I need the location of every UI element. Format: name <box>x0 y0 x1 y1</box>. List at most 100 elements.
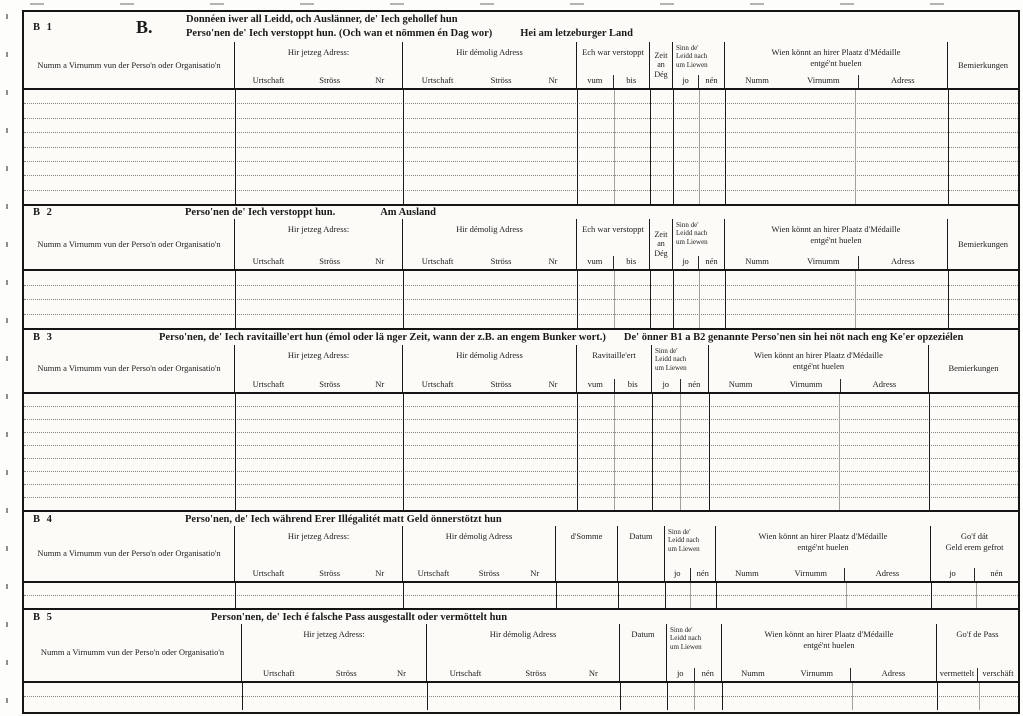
table-row[interactable] <box>24 162 1018 177</box>
table-row[interactable] <box>24 286 1018 300</box>
b5-col-name: Numm a Virnumm vun der Perso'n oder Orga… <box>24 624 242 681</box>
virnumm-label: Virnumm <box>800 668 834 678</box>
b4-col-current-address: Hir jetzeg Adress: Urtschaft Ströss Nr <box>235 526 403 581</box>
table-row[interactable] <box>24 459 1018 472</box>
b3-col-remarks: Bemierkungen <box>948 363 999 374</box>
section-b1-title-line2: Perso'nen de' Iech verstoppt hun. (Och w… <box>186 28 493 39</box>
nr-label: Nr <box>548 379 558 389</box>
b1-col-current-address: Hir jetzeg Adress: Urtschaft Ströss Nr <box>235 42 403 88</box>
b5-col-date: Datum <box>620 624 667 681</box>
b5-header-row: Numm a Virnumm vun der Perso'n oder Orga… <box>24 624 1018 683</box>
b1-col-medal: Wien könnt an hirer Plaatz d'Médaille ent… <box>725 42 948 88</box>
b2-col-current-address: Hir jetzeg Adress: Urtschaft Ströss Nr <box>235 219 403 269</box>
jo-label: jo <box>949 568 956 578</box>
table-row[interactable] <box>24 90 1018 105</box>
table-row[interactable] <box>24 300 1018 315</box>
vum-label: vum <box>587 379 603 389</box>
urtschaft-label: Urtschaft <box>449 668 482 678</box>
section-b3-title: Perso'nen, de' Iech ravitaille'ert hun (… <box>159 332 606 343</box>
urtschaft-label: Urtschaft <box>262 668 295 678</box>
b4-col-amount: d'Somme <box>556 526 618 581</box>
jo-label: jo <box>676 668 684 678</box>
numm-label: Numm <box>745 75 769 85</box>
adress-label: Adress <box>857 256 947 269</box>
numm-label: Numm <box>741 668 765 678</box>
table-row[interactable] <box>24 472 1018 485</box>
section-b2-id: B 2 <box>33 207 54 218</box>
virnumm-label: Virnumm <box>794 568 828 578</box>
urtschaft-label: Urtschaft <box>252 256 285 266</box>
b5-col-current-address: Hir jetzeg Adress: Urtschaft Ströss Nr <box>242 624 427 681</box>
virnumm-label: Virnumm <box>789 379 823 389</box>
table-row[interactable] <box>24 697 1018 710</box>
table-row[interactable] <box>24 148 1018 162</box>
nr-label: Nr <box>375 75 385 85</box>
b5-col-medal: Wien könnt an hirer Plaatz d'Médaille ent… <box>722 624 937 681</box>
b3-header-row: Numm a Virnumm vun der Perso'n oder Orga… <box>24 345 1018 394</box>
b2-col-remarks: Bemierkungen <box>957 238 1009 249</box>
nen-label: nén <box>693 668 722 681</box>
table-row[interactable] <box>24 485 1018 498</box>
b4-header-row: Numm a Virnumm vun der Perso'n oder Orga… <box>24 526 1018 583</box>
section-b5-id: B 5 <box>33 611 54 623</box>
nen-label: nén <box>698 75 724 88</box>
table-row[interactable] <box>24 104 1018 119</box>
table-row[interactable] <box>24 498 1018 510</box>
b2-col-hidden-period: Ech war verstoppt vum bis <box>577 219 650 269</box>
bis-label: bis <box>613 379 652 392</box>
jo-label: jo <box>682 256 689 266</box>
table-row[interactable] <box>24 176 1018 191</box>
nr-label: Nr <box>375 256 385 266</box>
table-row[interactable] <box>24 191 1018 204</box>
jo-label: jo <box>673 568 681 578</box>
table-row[interactable] <box>24 596 1018 608</box>
urtschaft-label: Urtschaft <box>421 75 454 85</box>
table-row[interactable] <box>24 407 1018 420</box>
b1-data-grid[interactable] <box>24 90 1018 204</box>
b3-data-grid[interactable] <box>24 394 1018 510</box>
adress-label: Adress <box>857 75 947 88</box>
stross-label: Ströss <box>490 75 512 85</box>
table-row[interactable] <box>24 315 1018 329</box>
table-row[interactable] <box>24 683 1018 697</box>
urtschaft-label: Urtschaft <box>252 568 285 578</box>
table-row[interactable] <box>24 133 1018 148</box>
table-row[interactable] <box>24 446 1018 459</box>
section-b1-title-row: B 1 B. Donnéen iwer all Leidd, och Auslä… <box>24 12 1018 42</box>
b2-data-grid[interactable] <box>24 271 1018 328</box>
adress-label: Adress <box>849 668 936 681</box>
nr-label: Nr <box>375 379 385 389</box>
table-row[interactable] <box>24 119 1018 134</box>
bis-label: bis <box>612 75 650 88</box>
section-b3-id: B 3 <box>33 332 54 343</box>
stross-label: Ströss <box>319 568 341 578</box>
stross-label: Ströss <box>525 668 547 678</box>
b3-col-former-address: Hir démolig Adress Urtschaft Ströss Nr <box>403 345 577 392</box>
b1-header-row: Numm a Virnumm vun der Perso'n oder Orga… <box>24 42 1018 90</box>
verschaft-label: verschäft <box>977 668 1018 681</box>
table-row[interactable] <box>24 394 1018 407</box>
section-b-letter: B. <box>136 16 153 37</box>
adress-label: Adress <box>839 379 928 392</box>
table-row[interactable] <box>24 583 1018 596</box>
section-b4-title-row: B 4 Perso'nen, de' Iech während Erer Ill… <box>24 510 1018 526</box>
section-b5-title: Person'nen, de' Iech é falsche Pass ausg… <box>211 611 508 623</box>
urtschaft-label: Urtschaft <box>417 568 450 578</box>
stross-label: Ströss <box>490 379 512 389</box>
b2-col-name: Numm a Virnumm vun der Perso'n oder Orga… <box>24 219 235 269</box>
section-b5-title-row: B 5 Person'nen, de' Iech é falsche Pass … <box>24 608 1018 624</box>
b1-col-days: Zeit an Dég <box>650 42 673 88</box>
b4-col-money-back: Go'f dát Geld erem gefrot jo nén <box>931 526 1018 581</box>
stross-label: Ströss <box>478 568 500 578</box>
section-b2-title-row: B 2 Perso'nen de' Iech verstoppt hun. Am… <box>24 204 1018 219</box>
b4-data-grid[interactable] <box>24 583 1018 608</box>
b2-col-days: Zeit an Dég <box>650 219 673 269</box>
b5-data-grid[interactable] <box>24 683 1018 710</box>
table-row[interactable] <box>24 271 1018 286</box>
section-b1-title-line1: Donnéen iwer all Leidd, och Auslänner, d… <box>186 14 458 26</box>
table-row[interactable] <box>24 420 1018 433</box>
b2-col-former-address: Hir démolig Adress Urtschaft Ströss Nr <box>403 219 577 269</box>
table-row[interactable] <box>24 433 1018 446</box>
b2-col-alive: Sinn de' Leidd nach um Liewen jo nén <box>673 219 725 269</box>
numm-label: Numm <box>745 256 769 266</box>
